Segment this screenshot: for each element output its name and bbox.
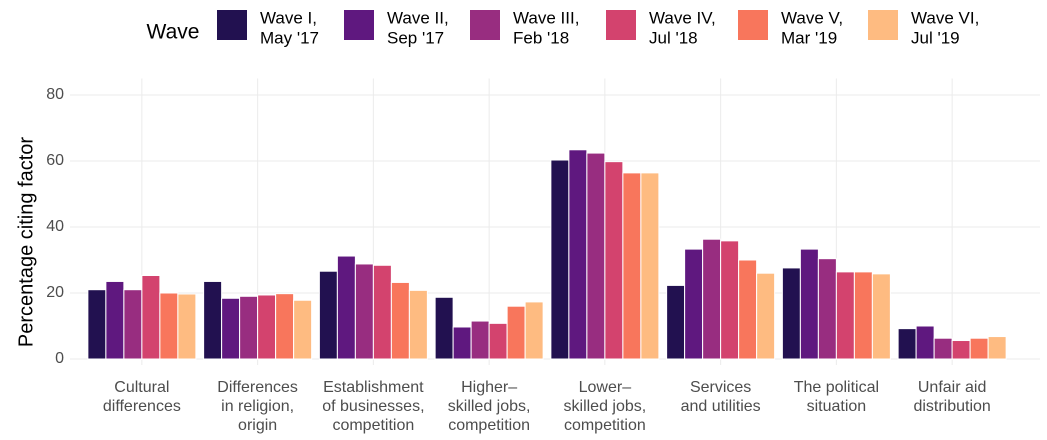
bar bbox=[756, 272, 776, 360]
x-tick-label: origin bbox=[238, 417, 277, 434]
bar bbox=[604, 161, 624, 360]
x-tick-label: The political bbox=[794, 379, 879, 396]
bar bbox=[354, 263, 374, 360]
bar bbox=[470, 320, 490, 360]
bar bbox=[738, 259, 758, 360]
bar bbox=[781, 267, 801, 360]
bar bbox=[799, 248, 819, 360]
bar bbox=[871, 273, 891, 360]
x-tick-label: differences bbox=[103, 398, 181, 415]
legend-label: Wave IV, bbox=[649, 8, 716, 27]
y-axis-label: Percentage citing factor bbox=[15, 137, 37, 347]
x-tick-label: Higher– bbox=[461, 379, 517, 396]
bar bbox=[915, 325, 935, 360]
x-tick-label: Cultural bbox=[114, 379, 169, 396]
bar bbox=[123, 289, 143, 360]
bar bbox=[835, 271, 855, 360]
x-tick-label: Lower– bbox=[579, 379, 632, 396]
bar bbox=[488, 322, 508, 360]
bar bbox=[434, 296, 454, 360]
x-tick-label: situation bbox=[807, 398, 867, 415]
y-tick-label: 20 bbox=[46, 284, 64, 301]
bar bbox=[817, 258, 837, 360]
y-tick-label: 60 bbox=[46, 152, 64, 169]
bar bbox=[203, 280, 223, 360]
legend-key bbox=[738, 10, 768, 40]
bar bbox=[702, 238, 722, 360]
bar bbox=[452, 326, 472, 360]
bar bbox=[293, 299, 313, 360]
bar bbox=[177, 293, 197, 360]
bar bbox=[221, 297, 241, 360]
x-tick-label: Unfair aid bbox=[918, 379, 986, 396]
x-tick-label: Differences bbox=[217, 379, 298, 396]
bar bbox=[372, 264, 392, 360]
legend-label: Sep '17 bbox=[387, 28, 444, 47]
bar bbox=[969, 337, 989, 360]
legend-label: Wave I, bbox=[260, 8, 317, 27]
bar bbox=[524, 301, 544, 360]
bar bbox=[622, 172, 642, 360]
bar bbox=[87, 289, 107, 360]
legend-label: Jul '19 bbox=[911, 28, 960, 47]
bar bbox=[933, 337, 953, 360]
legend-title: Wave bbox=[147, 21, 200, 44]
y-tick-label: 40 bbox=[46, 218, 64, 235]
legend-key bbox=[344, 10, 374, 40]
bar bbox=[853, 271, 873, 360]
bar bbox=[336, 255, 356, 360]
bar bbox=[720, 240, 740, 360]
bar bbox=[506, 305, 526, 360]
legend-label: Jul '18 bbox=[649, 28, 698, 47]
x-tick-label: skilled jobs, bbox=[448, 398, 531, 415]
legend-label: Wave V, bbox=[781, 8, 843, 27]
legend-label: Wave VI, bbox=[911, 8, 979, 27]
legend-key bbox=[217, 10, 247, 40]
x-tick-label: competition bbox=[332, 417, 414, 434]
legend-label: Wave III, bbox=[513, 8, 579, 27]
legend-label: Wave II, bbox=[387, 8, 449, 27]
x-tick-label: of businesses, bbox=[322, 398, 424, 415]
legend-key bbox=[470, 10, 500, 40]
legend-label: May '17 bbox=[260, 28, 319, 47]
legend-label: Feb '18 bbox=[513, 28, 569, 47]
bar bbox=[550, 159, 570, 360]
legend-key bbox=[606, 10, 636, 40]
bar bbox=[951, 340, 971, 360]
bar bbox=[586, 152, 606, 360]
y-tick-label: 0 bbox=[55, 350, 64, 367]
x-tick-label: competition bbox=[564, 417, 646, 434]
legend-key bbox=[868, 10, 898, 40]
bar bbox=[666, 284, 686, 360]
bar bbox=[239, 295, 259, 360]
x-tick-label: skilled jobs, bbox=[564, 398, 647, 415]
bar bbox=[640, 172, 660, 360]
bar bbox=[105, 280, 125, 360]
bar bbox=[141, 275, 161, 360]
x-tick-label: in religion, bbox=[221, 398, 294, 415]
bar bbox=[257, 294, 277, 360]
bar bbox=[408, 289, 428, 360]
x-tick-label: Services bbox=[690, 379, 751, 396]
x-tick-label: distribution bbox=[913, 398, 990, 415]
bar bbox=[318, 270, 338, 360]
y-tick-label: 80 bbox=[46, 86, 64, 103]
x-tick-label: competition bbox=[448, 417, 530, 434]
bar bbox=[987, 336, 1007, 360]
x-tick-label: Establishment bbox=[323, 379, 424, 396]
bar bbox=[275, 293, 295, 360]
bar bbox=[390, 281, 410, 360]
bar bbox=[897, 328, 917, 360]
bar bbox=[684, 248, 704, 360]
legend-label: Mar '19 bbox=[781, 28, 837, 47]
bar bbox=[159, 292, 179, 360]
x-tick-label: and utilities bbox=[681, 398, 761, 415]
bar bbox=[568, 149, 588, 360]
